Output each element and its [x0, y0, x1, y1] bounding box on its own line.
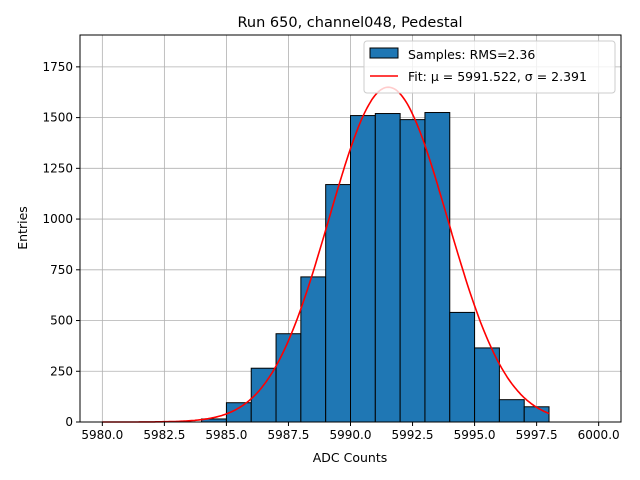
histogram-bar: [474, 347, 500, 423]
x-tick-label: 5997.5: [516, 428, 558, 442]
x-tick-label: 6000.0: [578, 428, 620, 442]
x-tick-label: 5980.0: [81, 428, 123, 442]
histogram-bar: [350, 115, 376, 423]
y-tick-label: 1250: [42, 161, 73, 175]
x-tick-label: 5985.0: [205, 428, 247, 442]
legend-label-samples: Samples: RMS=2.36: [408, 47, 535, 62]
y-tick-label: 1000: [42, 212, 73, 226]
histogram-bar: [449, 311, 476, 423]
histogram-bar: [325, 184, 351, 423]
histogram-bar: [399, 119, 426, 423]
fit-curve: [102, 86, 550, 423]
histogram-bar: [374, 113, 401, 423]
y-tick-label: 0: [65, 415, 73, 429]
x-tick-label: 5990.0: [330, 428, 372, 442]
histogram-bar: [523, 406, 550, 423]
chart-title: Run 650, channel048, Pedestal: [237, 15, 462, 31]
x-tick-label: 5982.5: [143, 428, 185, 442]
legend-label-fit: Fit: μ = 5991.522, σ = 2.391: [408, 69, 587, 84]
histogram-bar: [250, 367, 277, 423]
y-axis-label: Entries: [15, 206, 30, 250]
histogram-bar: [275, 333, 302, 423]
y-tick-label: 1750: [42, 60, 73, 74]
legend: Samples: RMS=2.36 Fit: μ = 5991.522, σ =…: [363, 40, 616, 94]
y-tick-label: 500: [50, 314, 73, 328]
y-tick-label: 750: [50, 263, 73, 277]
y-tick-label: 1500: [42, 111, 73, 125]
x-tick-label: 5992.5: [392, 428, 434, 442]
x-axis-label: ADC Counts: [313, 450, 388, 465]
histogram-bar: [498, 399, 525, 423]
x-tick-label: 5987.5: [267, 428, 309, 442]
x-tick-label: 5995.0: [454, 428, 496, 442]
y-tick-label: 250: [50, 364, 73, 378]
legend-patch-samples: [369, 47, 399, 59]
